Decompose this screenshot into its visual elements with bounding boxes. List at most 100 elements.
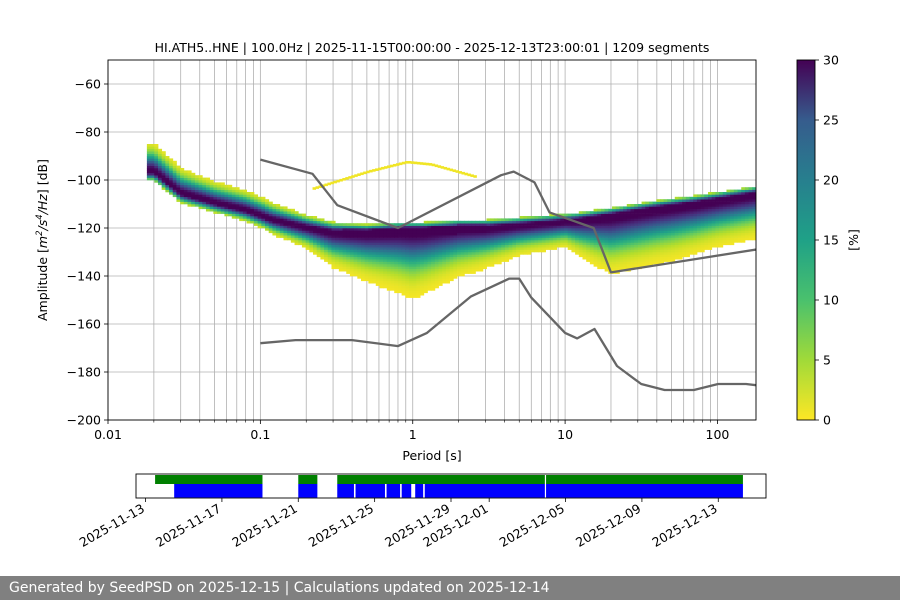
psd-cell [283,225,288,229]
psd-cell [405,278,410,282]
psd-cell [305,228,310,231]
psd-cell [501,249,506,253]
psd-cell [696,225,702,229]
psd-cell [593,213,598,217]
psd-cell [523,249,528,253]
psd-cell [261,196,266,200]
psd-cell [408,244,414,248]
psd-cell [744,218,750,222]
psd-cell [312,187,317,190]
psd-cell [183,184,188,188]
psd-cell [198,199,203,202]
psd-cell [372,268,377,272]
psd-cell [733,201,738,205]
psd-cell [660,199,665,202]
psd-cell [682,196,687,200]
psd-cell [401,273,406,277]
psd-cell [372,169,376,172]
psd-cell [608,237,613,241]
psd-cell [357,244,362,248]
psd-cell [634,254,639,258]
psd-cell [534,230,539,234]
psd-cell [342,254,347,258]
psd-cell [442,242,447,246]
psd-cell [512,223,517,226]
psd-cell [689,247,694,250]
psd-cell [279,220,284,224]
psd-cell [645,240,650,243]
psd-cell [169,177,174,181]
psd-cell [586,230,591,234]
psd-cell [575,244,580,248]
psd-cell [272,206,277,210]
psd-cell [183,182,188,186]
psd-cell [516,249,521,253]
psd-cell [711,228,716,231]
psd-cell [176,180,181,183]
psd-cell [453,237,458,241]
psd-cell [416,268,421,272]
psd-cell [157,175,163,178]
psd-cell [309,240,314,243]
psd-cell [257,225,262,229]
psd-cell [364,254,369,258]
psd-cell [194,175,199,178]
psd-cell [508,232,513,236]
psd-cell [674,223,679,226]
psd-cell [637,232,642,236]
psd-cell [401,268,406,272]
psd-cell [416,273,421,277]
psd-cell [600,237,606,241]
psd-cell [682,208,687,212]
psd-cell [652,252,657,255]
psd-cell [287,230,292,234]
psd-cell [146,177,151,181]
psd-cell [737,201,742,205]
psd-cell [213,182,218,186]
psd-cell [287,218,292,222]
psd-cell [619,249,624,253]
psd-cell [682,232,687,236]
psd-cell [405,256,410,260]
psd-cell [375,261,380,265]
psd-cell [623,225,628,229]
psd-cell [357,228,362,231]
psd-cell [169,187,174,190]
psd-cell [689,230,694,234]
psd-cell [623,208,628,212]
psd-cell [353,235,358,238]
psd-cell [530,228,535,231]
psd-cell [460,223,465,226]
psd-cell [364,247,369,250]
psd-cell [169,158,174,162]
psd-cell [235,199,240,202]
psd-cell [338,259,343,262]
psd-cell [397,252,403,255]
psd-cell [730,225,735,229]
psd-cell [460,240,465,243]
psd-cell [678,211,683,214]
psd-cell [682,235,687,238]
psd-cell [473,175,477,178]
psd-cell [268,220,273,224]
psd-cell [349,273,355,277]
psd-cell [361,261,366,265]
psd-cell [645,247,650,250]
psd-cell [508,230,513,234]
psd-cell [671,240,676,243]
psd-cell [242,189,247,193]
psd-cell [497,218,502,222]
y-tick-label: −140 [67,269,101,284]
psd-cell [682,213,687,217]
psd-cell [301,232,307,236]
psd-cell [213,189,218,193]
psd-cell [349,223,355,226]
psd-cell [619,266,624,270]
psd-cell [552,240,558,243]
psd-cell [331,232,336,236]
psd-cell [652,206,657,210]
psd-cell [637,240,642,243]
psd-cell [453,225,458,229]
psd-cell [589,223,594,226]
psd-cell [608,228,613,231]
